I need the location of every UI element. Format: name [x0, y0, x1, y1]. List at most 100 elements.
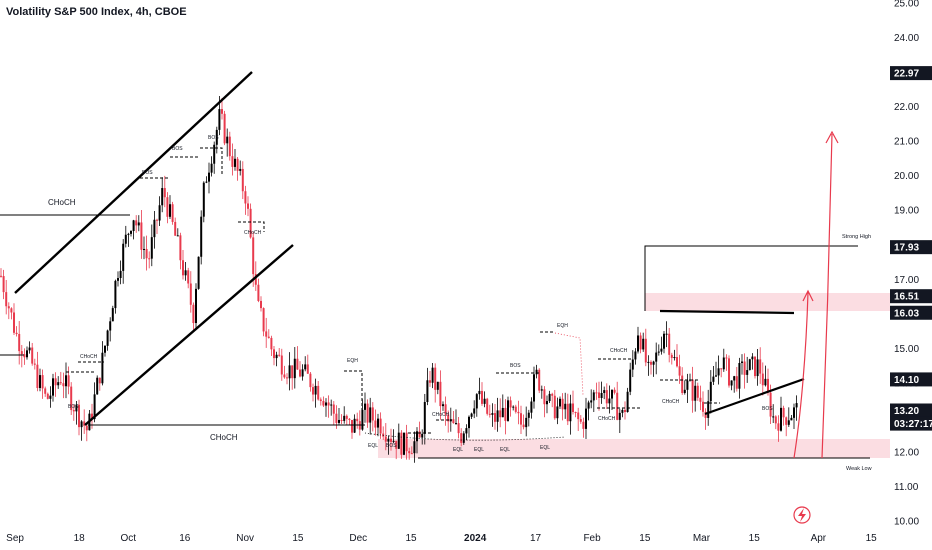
candle-body — [241, 168, 244, 192]
candle-body — [265, 331, 268, 337]
candle-body — [746, 370, 749, 375]
candle-body — [468, 416, 470, 429]
label-eql-3: EQL — [474, 447, 484, 453]
channel-lower-line — [84, 244, 294, 426]
candle-body — [33, 363, 36, 365]
label-bos-5: BOS — [510, 363, 521, 369]
time-tick-label: Mar — [693, 533, 711, 544]
label-bos-2: BOS — [172, 146, 183, 152]
time-axis: Sep 18 Oct 16 Nov 15 Dec 15 2024 17 Feb 15 Mar 15 Apr 1… — [6, 533, 877, 544]
candle-body — [5, 292, 8, 307]
candle-body — [395, 440, 398, 449]
candle-body — [161, 188, 164, 206]
label-choch-2: CHoCH — [80, 354, 98, 360]
demand-zone — [378, 439, 890, 458]
candle-body — [540, 389, 543, 391]
label-eqh-2: EQH — [557, 323, 568, 329]
candle-body — [434, 367, 437, 390]
candle-body — [345, 415, 348, 419]
price-badge — [890, 289, 932, 304]
candle-body — [449, 419, 452, 422]
candle-body — [150, 237, 153, 259]
label-bos-1: BOS — [208, 135, 219, 141]
candle-body — [483, 398, 486, 404]
time-tick-label: 15 — [639, 533, 651, 544]
candle-body — [78, 404, 80, 428]
candle-body — [470, 413, 473, 417]
candle-body — [335, 413, 338, 423]
candle-body — [455, 423, 457, 425]
candle-body — [257, 284, 260, 301]
candle-body — [273, 349, 275, 359]
time-tick-label: Apr — [811, 533, 827, 544]
candle-body — [566, 403, 569, 422]
eql-dotted-curve — [364, 432, 566, 441]
candle-body — [283, 374, 286, 378]
candle-body — [572, 403, 574, 413]
flash-icon[interactable] — [793, 506, 811, 524]
label-bos-3: BOS — [142, 170, 153, 176]
candle-body — [660, 348, 663, 352]
candle-body — [317, 385, 320, 400]
label-bos-7: BOS — [386, 443, 397, 449]
choch-label-bottom: CHoCH — [210, 433, 238, 442]
candle-body — [587, 402, 590, 409]
candle-body — [205, 181, 208, 183]
candle-body — [707, 401, 710, 418]
candle-body — [543, 389, 546, 405]
candle-body — [759, 359, 762, 374]
time-tick-label: 15 — [749, 533, 761, 544]
candle-body — [119, 270, 122, 279]
candle-body — [720, 368, 723, 370]
candle-body — [57, 382, 60, 386]
candle-body — [709, 381, 712, 402]
candle-body — [655, 352, 658, 362]
candle-body — [44, 388, 47, 394]
candle-body — [421, 433, 424, 438]
candle-body — [231, 156, 234, 167]
candle-body — [374, 420, 377, 428]
candle-body — [137, 222, 140, 226]
candle-body — [475, 394, 478, 409]
candle-body — [520, 413, 522, 425]
candle-body — [509, 400, 512, 408]
candle-body — [392, 440, 395, 442]
price-tick-label: 25.00 — [894, 0, 919, 10]
candle-body — [343, 415, 346, 421]
candle-body — [634, 351, 637, 360]
candle-body — [426, 380, 429, 403]
candle-body — [452, 419, 455, 424]
candle-body — [390, 438, 392, 442]
candle-body — [93, 394, 96, 420]
candle-body — [104, 345, 106, 353]
candle-body — [122, 243, 125, 271]
candle-body — [80, 421, 83, 428]
candle-body — [197, 256, 200, 289]
candle-body — [117, 278, 119, 281]
candle-body — [574, 412, 577, 414]
candle-body — [785, 417, 788, 425]
candle-body — [202, 182, 205, 217]
candle-body — [561, 398, 564, 410]
candle-body — [637, 335, 639, 352]
candle-body — [647, 361, 650, 363]
candle-body — [369, 407, 372, 423]
candle-body — [114, 280, 117, 309]
candle-body — [644, 338, 647, 363]
price-badge — [890, 416, 932, 431]
candle-body — [590, 400, 593, 403]
candle-body — [618, 412, 621, 420]
candle-body — [98, 377, 101, 384]
candle-body — [592, 392, 595, 401]
candle-body — [507, 400, 509, 421]
candle-body — [418, 431, 421, 438]
candle-body — [166, 197, 169, 217]
label-choch-1: CHoCH — [244, 230, 262, 236]
candle-body — [559, 398, 561, 407]
candle-body — [286, 377, 288, 379]
candle-body — [777, 423, 780, 431]
candle-body — [379, 418, 382, 434]
eqh-dotted-line — [554, 332, 584, 396]
candle-body — [717, 368, 720, 376]
